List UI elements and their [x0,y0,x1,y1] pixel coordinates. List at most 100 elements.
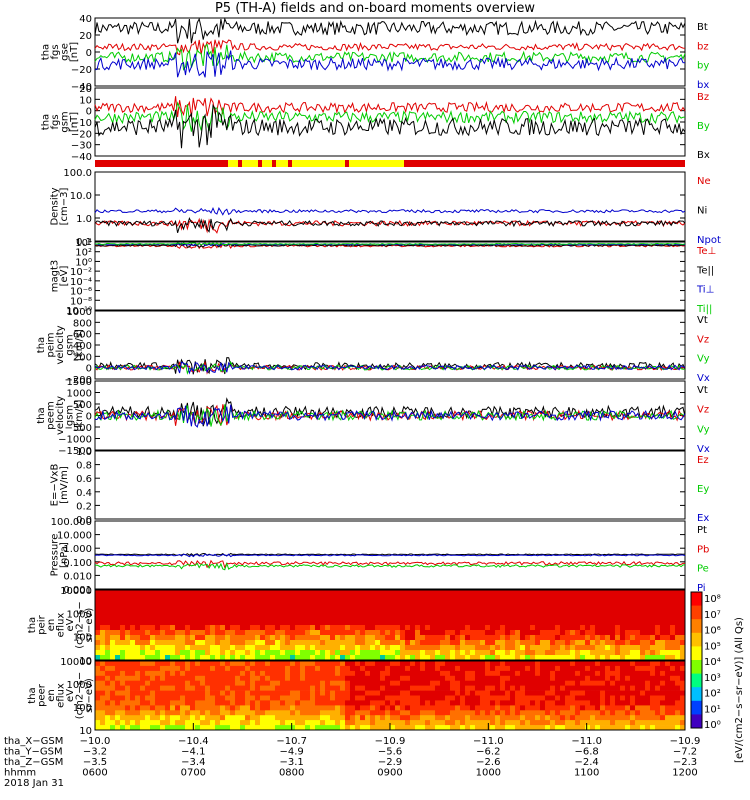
heatmap-cell [290,700,296,706]
heatmap-cell [100,610,106,616]
heatmap-cell [465,705,471,711]
heatmap-cell [460,720,466,726]
heatmap-cell [210,655,216,661]
heatmap-cell [175,640,181,646]
heatmap-cell [500,715,506,721]
heatmap-cell [330,725,336,731]
heatmap-cell [600,640,606,646]
heatmap-cell [580,705,586,711]
heatmap-cell [475,720,481,726]
heatmap-cell [620,650,626,656]
heatmap-cell [455,685,461,691]
heatmap-cell [420,700,426,706]
heatmap-cell [465,645,471,651]
heatmap-cell [550,630,556,636]
heatmap-cell [585,680,591,686]
heatmap-cell [630,625,636,631]
heatmap-cell [120,665,126,672]
heatmap-cell [260,605,266,611]
heatmap-cell [295,715,301,721]
heatmap-cell [135,680,141,686]
heatmap-cell [100,715,106,721]
heatmap-cell [320,605,326,611]
ytick-label-peer_spec: 10 [79,726,92,737]
heatmap-cell [215,600,221,606]
heatmap-cell [415,615,421,621]
heatmap-cell [295,590,301,596]
heatmap-cell [360,710,366,716]
heatmap-cell [270,685,276,691]
heatmap-cell [280,655,286,661]
heatmap-cell [300,685,306,691]
heatmap-cell [115,620,121,626]
heatmap-cell [270,700,276,706]
heatmap-cell [215,720,221,726]
heatmap-cell [275,670,281,677]
heatmap-cell [640,710,646,716]
heatmap-cell [135,615,141,621]
heatmap-cell [490,620,496,626]
heatmap-cell [195,710,201,716]
heatmap-cell [110,635,116,641]
heatmap-cell [165,661,171,667]
heatmap-cell [375,650,381,656]
heatmap-cell [610,595,616,601]
heatmap-cell [645,670,651,677]
heatmap-cell [670,655,676,661]
heatmap-cell [600,675,606,682]
heatmap-cell [365,675,371,682]
heatmap-cell [195,650,201,656]
heatmap-cell [250,710,256,716]
legend-fgs_gsm-1: By [697,121,710,132]
heatmap-cell [415,680,421,686]
heatmap-cell [475,690,481,696]
heatmap-cell [210,720,216,726]
heatmap-cell [405,655,411,661]
heatmap-cell [210,665,216,672]
heatmap-cell [645,645,651,651]
heatmap-cell [300,700,306,706]
heatmap-cell [665,615,671,621]
heatmap-cell [560,685,566,691]
heatmap-cell [355,650,361,656]
heatmap-cell [335,665,341,672]
heatmap-cell [505,650,511,656]
heatmap-cell [430,685,436,691]
heatmap-cell [480,640,486,646]
heatmap-cell [130,610,136,616]
heatmap-cell [635,661,641,667]
heatmap-cell [610,705,616,711]
heatmap-cell [650,640,656,646]
heatmap-cell [455,700,461,706]
heatmap-cell [650,630,656,636]
heatmap-cell [660,680,666,686]
heatmap-cell [285,590,291,596]
heatmap-cell [520,700,526,706]
heatmap-cell [100,725,106,731]
heatmap-cell [230,635,236,641]
heatmap-cell [675,715,681,721]
heatmap-cell [240,605,246,611]
heatmap-cell [165,595,171,601]
heatmap-cell [575,690,581,696]
heatmap-cell [325,625,331,631]
heatmap-cell [150,700,156,706]
heatmap-cell [430,670,436,677]
heatmap-cell [665,720,671,726]
heatmap-cell [265,600,271,606]
ytick-label-peem: 500 [73,400,92,411]
heatmap-cell [570,620,576,626]
heatmap-cell [135,685,141,691]
heatmap-cell [220,655,226,661]
heatmap-cell [375,590,381,596]
ytick-label-peer_spec: 10000 [60,657,92,668]
heatmap-cell [620,690,626,696]
heatmap-cell [290,605,296,611]
heatmap-cell [200,690,206,696]
heatmap-cell [455,600,461,606]
xaxis-row-value: −3.2 [83,747,107,758]
ylabel-efield: E=−VxB [50,464,61,507]
heatmap-cell [550,715,556,721]
heatmap-cell [250,670,256,677]
heatmap-cell [355,675,361,682]
